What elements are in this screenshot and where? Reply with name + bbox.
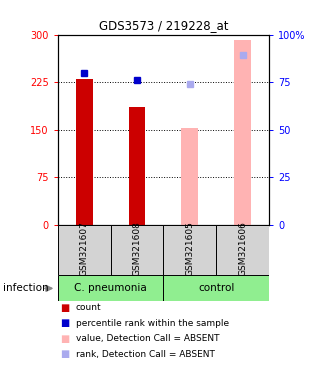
Bar bbox=[163, 275, 269, 301]
Text: percentile rank within the sample: percentile rank within the sample bbox=[76, 319, 229, 328]
Bar bbox=[216, 225, 269, 275]
Text: GSM321606: GSM321606 bbox=[238, 221, 247, 276]
Text: ■: ■ bbox=[60, 334, 69, 344]
Bar bbox=[234, 40, 251, 225]
Bar bbox=[58, 275, 163, 301]
Bar bbox=[163, 225, 216, 275]
Text: infection: infection bbox=[3, 283, 49, 293]
Bar bbox=[58, 225, 111, 275]
Text: GDS3573 / 219228_at: GDS3573 / 219228_at bbox=[99, 19, 228, 32]
Text: GSM321605: GSM321605 bbox=[185, 221, 194, 276]
Text: C. pneumonia: C. pneumonia bbox=[74, 283, 147, 293]
Bar bbox=[111, 225, 163, 275]
Bar bbox=[76, 79, 93, 225]
Text: ■: ■ bbox=[60, 303, 69, 313]
Text: GSM321607: GSM321607 bbox=[80, 221, 89, 276]
Text: ■: ■ bbox=[60, 318, 69, 328]
Text: value, Detection Call = ABSENT: value, Detection Call = ABSENT bbox=[76, 334, 219, 343]
Text: GSM321608: GSM321608 bbox=[132, 221, 142, 276]
Bar bbox=[181, 128, 198, 225]
Bar bbox=[128, 108, 146, 225]
Text: count: count bbox=[76, 303, 102, 313]
Text: rank, Detection Call = ABSENT: rank, Detection Call = ABSENT bbox=[76, 349, 215, 359]
Text: control: control bbox=[198, 283, 234, 293]
Text: ■: ■ bbox=[60, 349, 69, 359]
